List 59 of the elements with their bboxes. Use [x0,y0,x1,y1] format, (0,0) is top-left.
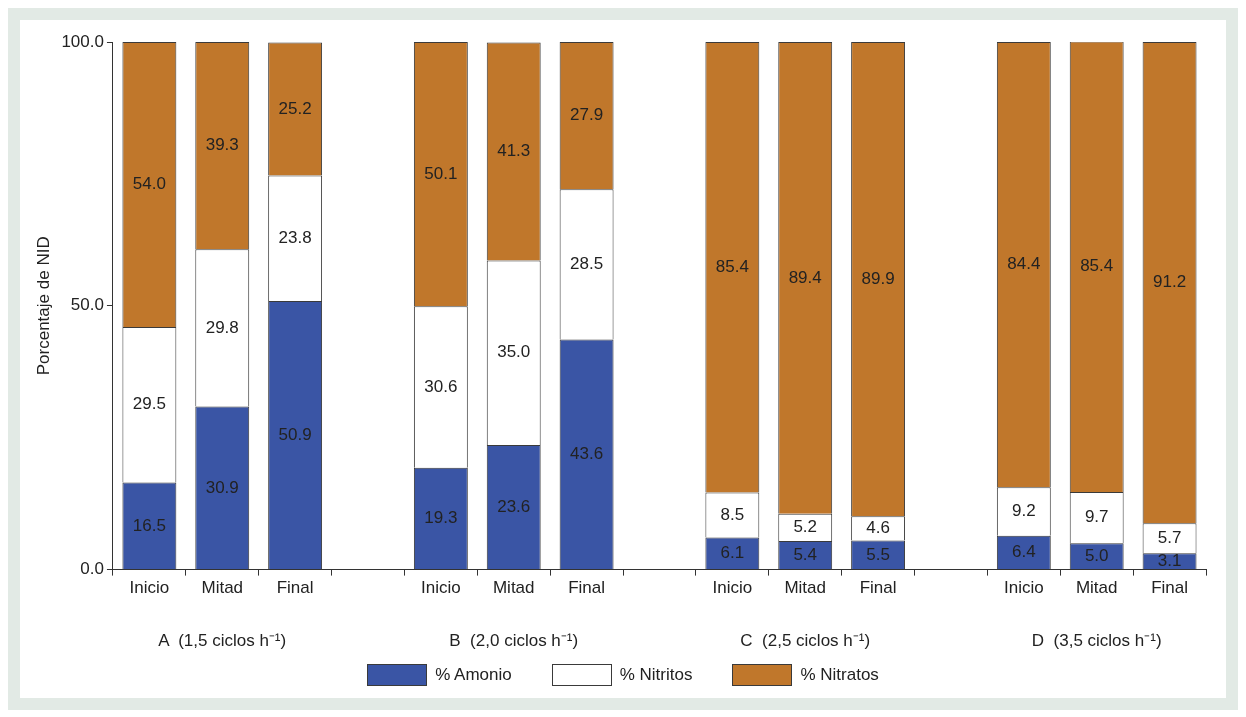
text: B (2,0 ciclos h⁻¹) [449,631,579,651]
x-tick-label: Mitad [784,578,826,598]
data-label: 89.9 [861,268,895,288]
data-label: 89.4 [788,267,822,287]
data-label: 43.6 [570,444,604,464]
x-tick-label: Inicio [712,578,753,598]
data-label: 35.0 [497,342,531,362]
data-label: 29.8 [205,317,239,337]
data-label: 19.3 [424,508,458,528]
data-label: 29.5 [132,394,166,414]
data-label: 85.4 [715,256,749,276]
data-label: 8.5 [720,504,745,524]
data-label: 4.6 [866,518,890,538]
data-label: 9.2 [1012,501,1036,521]
data-label: 5.2 [793,517,818,537]
x-tick-label: Final [1151,578,1188,598]
y-tick-label: 0.0 [80,559,104,579]
text: C (2,5 ciclos h⁻¹) [740,631,871,651]
data-label: 16.5 [132,515,166,535]
data-label: 85.4 [1080,256,1114,276]
data-label: 23.8 [278,227,312,247]
text: % Nitritos [619,665,693,685]
y-tick-label: 50.0 [70,295,104,315]
x-tick-label: Inicio [421,578,461,598]
x-tick-label: Inicio [129,578,170,598]
data-label: 6.4 [1012,542,1036,562]
data-label: 50.1 [424,163,458,183]
data-label: 50.9 [278,424,312,444]
text: D (3,5 ciclos h⁻¹) [1031,631,1162,651]
x-tick-label: Mitad [492,578,535,598]
data-label: 54.0 [132,174,166,194]
data-label: 27.9 [570,105,604,125]
y-axis-title: Porcentaje de NID [33,236,53,376]
data-label: 30.9 [205,477,239,497]
data-label: 41.3 [497,141,531,161]
x-tick-label: Mitad [1075,578,1118,598]
data-label: 39.3 [205,135,239,155]
data-label: 5.5 [866,544,890,564]
data-label: 28.5 [570,254,604,274]
x-tick-label: Mitad [201,578,244,598]
data-label: 3.1 [1157,550,1182,570]
text: A (1,5 ciclos h⁻¹) [158,631,287,651]
data-label: 84.4 [1007,254,1041,274]
y-tick-label: 100.0 [61,31,104,51]
data-label: 9.7 [1084,507,1109,527]
data-label: 5.7 [1157,527,1182,547]
data-label: 6.1 [720,542,745,562]
data-label: 23.6 [497,496,531,516]
data-label: 5.0 [1084,545,1109,565]
data-label: 30.6 [424,376,458,396]
data-label: 25.2 [278,98,312,118]
x-tick-label: Final [276,578,314,598]
legend-label: % Amonio [435,665,512,685]
data-label: 5.4 [793,544,818,564]
data-label: 91.2 [1153,272,1187,292]
legend-label: % Nitratos [800,665,879,685]
x-tick-label: Final [859,578,897,598]
x-tick-label: Final [568,578,606,598]
x-tick-label: Inicio [1003,578,1044,598]
